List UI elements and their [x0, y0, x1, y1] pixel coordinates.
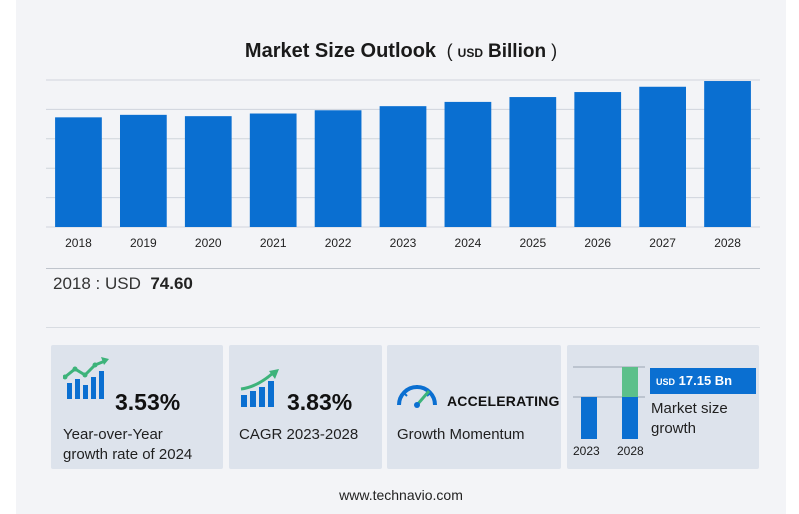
bar-2022 — [314, 110, 362, 227]
bar-2025 — [509, 97, 557, 227]
cagr-label: CAGR 2023-2028 — [239, 426, 359, 443]
bar-2021 — [249, 113, 297, 227]
speedometer-icon — [397, 385, 437, 408]
momentum-label: Growth Momentum — [397, 426, 525, 443]
kpi-cagr-card: 3.83% CAGR 2023-2028 — [229, 345, 382, 469]
bar-2027 — [639, 86, 687, 228]
bar-2019 — [119, 114, 167, 227]
title-unit: ( USD Billion ) — [442, 41, 558, 62]
bar-2018 — [55, 117, 102, 227]
mini-bar-start — [581, 397, 597, 439]
bar-2020 — [184, 116, 232, 227]
x-tick-2024: 2024 — [455, 236, 482, 250]
growth-description: Market size growth — [651, 399, 728, 439]
x-tick-2025: 2025 — [519, 236, 546, 250]
chart-title: Market Size Outlook ( USD Billion ) — [16, 40, 786, 63]
bar-2028 — [704, 81, 751, 228]
unit-scale: Billion — [488, 41, 547, 62]
section-divider — [46, 327, 760, 328]
x-tick-2023: 2023 — [390, 236, 417, 250]
mini-bar-increment — [622, 367, 638, 397]
title-text: Market Size Outlook — [244, 40, 437, 62]
x-tick-2020: 2020 — [195, 236, 222, 250]
x-tick-2027: 2027 — [649, 236, 676, 250]
bar-chart: 2018 2019 2020 2021 2022 2023 2024 2025 2026 2027… — [46, 79, 760, 250]
bar-2023 — [379, 106, 427, 227]
yoy-line1: Year-over-Year — [63, 426, 163, 443]
growth-line2: growth — [651, 420, 697, 437]
bar-2024 — [444, 101, 492, 227]
growth-bars-icon — [240, 369, 279, 407]
unit-open: ( — [446, 41, 453, 61]
growth-currency: USD — [656, 377, 676, 387]
x-tick-labels: 2018 2019 2020 2021 2022 2023 2024 2025 2026 2027… — [65, 236, 741, 250]
unit-close: ) — [551, 41, 558, 61]
base-label: 2018 : USD — [53, 274, 141, 293]
base-amount: 74.60 — [150, 274, 193, 293]
x-tick-2018: 2018 — [65, 236, 92, 250]
growth-bars-icon — [63, 357, 109, 399]
x-tick-2026: 2026 — [584, 236, 611, 250]
yoy-description: Year-over-Year growth rate of 2024 — [63, 425, 192, 465]
yoy-value: 3.53% — [115, 389, 181, 415]
growth-amount-badge: USD 17.15 Bn — [650, 368, 756, 394]
bars — [55, 81, 751, 228]
x-tick-2019: 2019 — [130, 236, 157, 250]
x-tick-2028: 2028 — [714, 236, 741, 250]
growth-mini-chart — [573, 366, 645, 439]
growth-amount: 17.15 Bn — [678, 373, 733, 388]
growth-line1: Market size — [651, 400, 728, 417]
kpi-momentum-card: ACCELERATING Growth Momentum — [387, 345, 561, 469]
kpi-growth-card: 2023 2028 Market size growth — [567, 345, 759, 469]
infographic-card: Market Size Outlook ( USD Billion ) 2018… — [16, 0, 786, 514]
baseline-rule — [46, 268, 760, 269]
x-tick-2022: 2022 — [325, 236, 352, 250]
mini-bar-end — [622, 397, 638, 439]
cagr-value: 3.83% — [287, 389, 353, 415]
growth-year-end: 2028 — [617, 444, 644, 458]
yoy-line2: growth rate of 2024 — [63, 446, 193, 463]
momentum-value: ACCELERATING — [447, 393, 560, 409]
kpi-yoy-card: 3.53% Year-over-Year growth rate of 2024 — [51, 345, 223, 469]
base-year-value: 2018 : USD 74.60 — [53, 274, 193, 294]
x-tick-2021: 2021 — [260, 236, 287, 250]
bar-2026 — [574, 92, 622, 227]
unit-currency: USD — [457, 46, 483, 60]
growth-year-start: 2023 — [573, 444, 600, 458]
source-footer: www.technavio.com — [339, 487, 463, 503]
